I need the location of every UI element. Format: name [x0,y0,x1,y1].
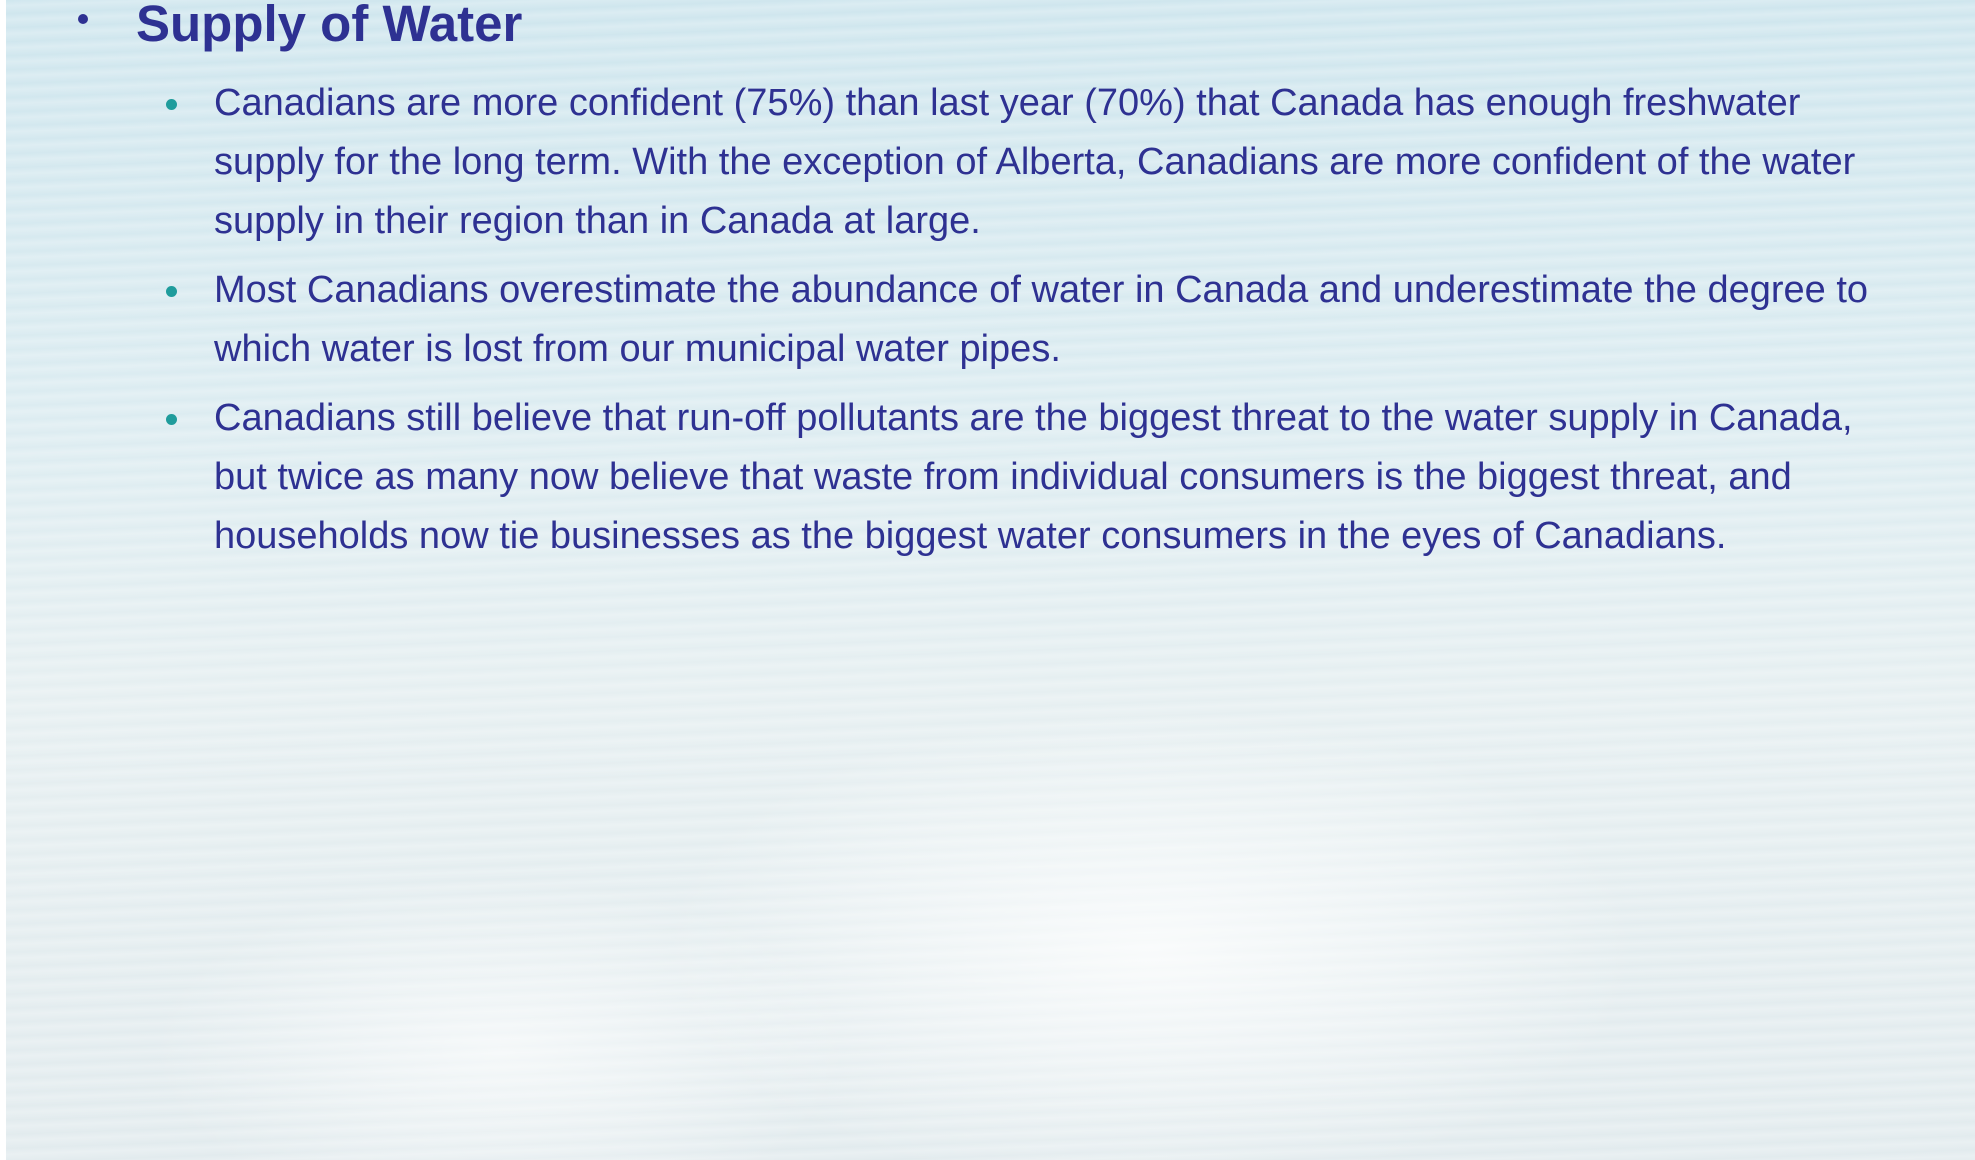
bullet: Most Canadians overestimate the abundanc… [214,261,1894,379]
bullet: Canadians are more confident (75%) than … [214,74,1894,251]
bullet-list: Canadians are more confident (75%) than … [214,74,1894,576]
bullet: Canadians still believe that run-off pol… [214,389,1894,566]
heading: Supply of Water [136,0,522,54]
heading-bullet [78,14,88,24]
slide: Supply of Water Canadians are more confi… [0,0,1975,1160]
edge-strip [0,0,6,1160]
